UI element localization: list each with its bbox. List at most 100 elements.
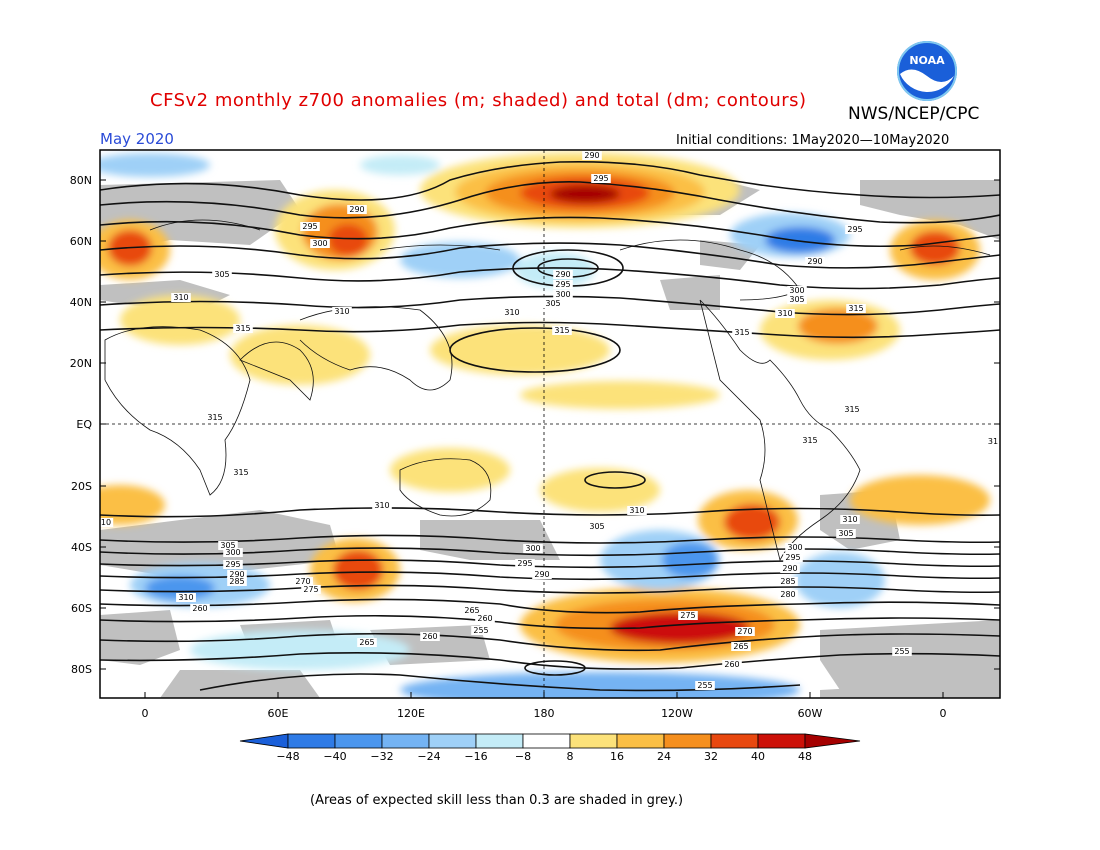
colorbar-swatch xyxy=(663,733,712,749)
colorbar-tick: −16 xyxy=(464,750,487,763)
contour-label: 315 xyxy=(734,328,749,337)
contour-label: 295 xyxy=(593,174,608,183)
lon-label: 120W xyxy=(661,707,693,720)
contour-label: 285 xyxy=(780,577,795,586)
chart-title: CFSv2 monthly z700 anomalies (m; shaded)… xyxy=(150,90,807,111)
contour-label: 255 xyxy=(697,681,712,690)
colorbar-swatch xyxy=(381,733,430,749)
contour-label: 305 xyxy=(545,299,560,308)
colorbar-swatch xyxy=(569,733,618,749)
colorbar-swatch xyxy=(334,733,383,749)
contour-label: 260 xyxy=(724,660,739,669)
contour-label: 265 xyxy=(464,606,479,615)
contour-label: 305 xyxy=(838,529,853,538)
colorbar-tick: −48 xyxy=(276,750,299,763)
contour-label: 300 xyxy=(555,290,570,299)
lon-label: 60E xyxy=(268,707,289,720)
lon-label: 60W xyxy=(798,707,823,720)
contour-label: 315 xyxy=(844,405,859,414)
contour-label: 290 xyxy=(555,270,570,279)
colorbar-tick: −32 xyxy=(370,750,393,763)
contour-label: 290 xyxy=(782,564,797,573)
contour-labels: 2902952902953003053103152902953003053103… xyxy=(100,151,1000,690)
contour-label: 275 xyxy=(303,585,318,594)
contour-label: 270 xyxy=(295,577,310,586)
colorbar: −48 −40 −32 −24 −16 −8 8 16 24 32 40 48 xyxy=(239,733,861,763)
colorbar-tick: −8 xyxy=(515,750,531,763)
contour-label: 295 xyxy=(847,225,862,234)
agency-label: NWS/NCEP/CPC xyxy=(848,104,980,124)
contour-label: 315 xyxy=(233,468,248,477)
contour-label: 275 xyxy=(680,611,695,620)
contour-label: 315 xyxy=(802,436,817,445)
contour-label: 295 xyxy=(555,280,570,289)
contour-label: 290 xyxy=(349,205,364,214)
colorbar-tick: −24 xyxy=(417,750,440,763)
colorbar-tick: 16 xyxy=(610,750,624,763)
contour-label: 265 xyxy=(733,642,748,651)
colorbar-swatch xyxy=(428,733,477,749)
contour-label: 260 xyxy=(422,632,437,641)
lat-label: 40S xyxy=(71,541,92,554)
contour-label: 310 xyxy=(173,293,188,302)
contour-label: 255 xyxy=(473,626,488,635)
contour-label: 310 xyxy=(334,307,349,316)
contour-label: 300 xyxy=(525,544,540,553)
contour-label: 280 xyxy=(780,590,795,599)
contour-label: 310 xyxy=(504,308,519,317)
contour-label: 295 xyxy=(225,560,240,569)
lon-label: 0 xyxy=(142,707,149,720)
map-field: 2902952902953003053103152902953003053103… xyxy=(100,150,1000,698)
colorbar-tick: 32 xyxy=(704,750,718,763)
colorbar-tick: 8 xyxy=(567,750,574,763)
logo-text: NOAA xyxy=(909,54,945,67)
contour-label: 310 xyxy=(178,593,193,602)
contour-label: 295 xyxy=(302,222,317,231)
forecast-month: May 2020 xyxy=(100,130,174,148)
contour-label: 300 xyxy=(312,239,327,248)
lon-label: 180 xyxy=(534,707,555,720)
contour-label: 285 xyxy=(229,577,244,586)
lat-label: 20S xyxy=(71,480,92,493)
initial-conditions: Initial conditions: 1May2020—10May2020 xyxy=(676,133,950,148)
contour-label: 315 xyxy=(554,326,569,335)
colorbar-swatch xyxy=(710,733,759,749)
lat-label: 80S xyxy=(71,663,92,676)
colorbar-swatch xyxy=(475,733,524,749)
lat-label: 80N xyxy=(70,174,92,187)
contour-label: 295 xyxy=(785,553,800,562)
contour-label: 305 xyxy=(789,295,804,304)
contour-label: 305 xyxy=(220,541,235,550)
colorbar-tick: 24 xyxy=(657,750,671,763)
colorbar-swatch xyxy=(522,733,571,749)
lat-label: 60N xyxy=(70,235,92,248)
noaa-logo: NOAA xyxy=(897,41,957,101)
colorbar-swatch xyxy=(757,733,806,749)
lat-label: 60S xyxy=(71,602,92,615)
contour-label: 310 xyxy=(629,506,644,515)
contour-label: 10 xyxy=(101,518,111,527)
contour-label: 260 xyxy=(192,604,207,613)
contour-label: 310 xyxy=(374,501,389,510)
contour-label: 255 xyxy=(894,647,909,656)
colorbar-tick: −40 xyxy=(323,750,346,763)
contour-label: 300 xyxy=(789,286,804,295)
contour-label: 290 xyxy=(534,570,549,579)
contour-label: 260 xyxy=(477,614,492,623)
contour-label: 315 xyxy=(207,413,222,422)
latitude-axis: 80N 60N 40N 20N EQ 20S 40S 60S 80S xyxy=(70,174,1000,676)
lat-label: 20N xyxy=(70,357,92,370)
contour-label: 295 xyxy=(517,559,532,568)
contour-label: 270 xyxy=(737,627,752,636)
colorbar-max-arrow xyxy=(804,733,861,749)
colorbar-min-arrow xyxy=(239,733,289,749)
contour-label: 265 xyxy=(359,638,374,647)
longitude-axis: 0 60E 120E 180 120W 60W 0 xyxy=(142,692,947,720)
lat-label: 40N xyxy=(70,296,92,309)
colorbar-swatch xyxy=(616,733,665,749)
contour-label: 315 xyxy=(848,304,863,313)
lon-label: 0 xyxy=(940,707,947,720)
contour-label: 31 xyxy=(988,437,998,446)
lon-label: 120E xyxy=(397,707,425,720)
